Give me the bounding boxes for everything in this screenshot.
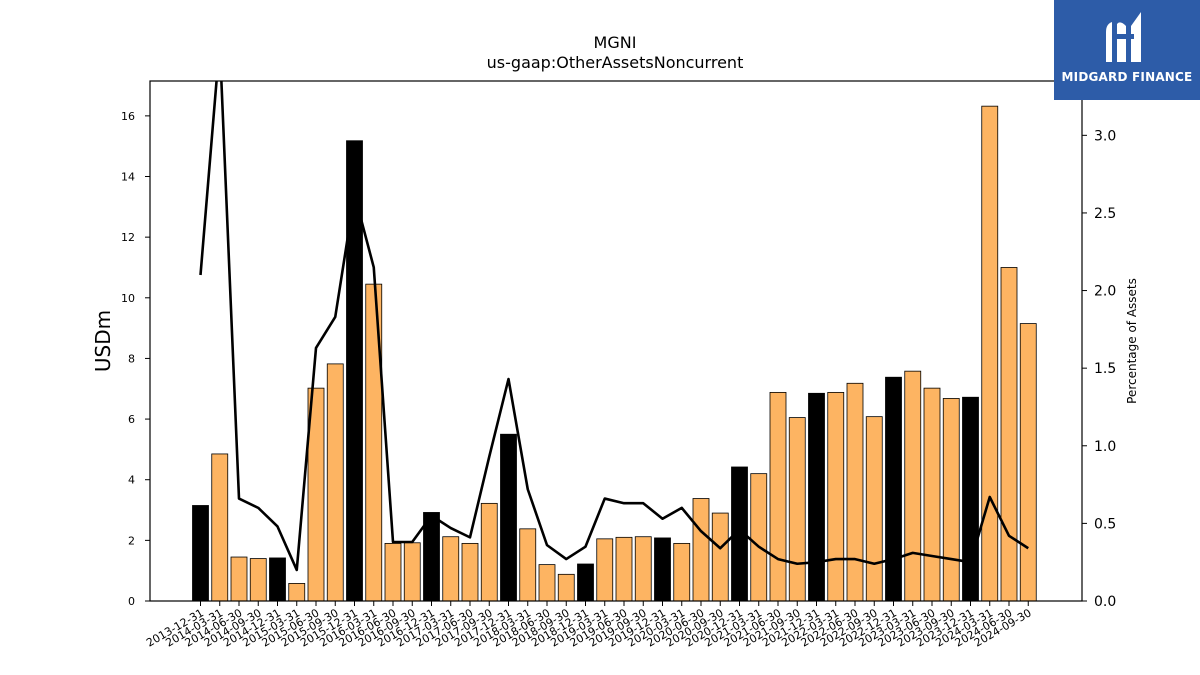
y2-tick-label: 2.0: [1094, 284, 1116, 300]
bar-2021-03-31: [750, 473, 768, 602]
bar-2014-03-31: [211, 453, 229, 602]
y-tick-label: 4: [128, 474, 135, 487]
y-tick-label: 2: [128, 534, 135, 547]
bar-2020-03-31: [673, 542, 691, 602]
y2-axis-label: Percentage of Assets: [1125, 278, 1139, 404]
bar-2021-09-30: [788, 417, 806, 602]
bar-2022-06-30: [846, 382, 864, 602]
y2-tick-label: 0.5: [1094, 516, 1116, 532]
right-axis-ticks: 0.0 0.5 1.0 1.5 2.0 2.5 3.0: [1082, 128, 1116, 610]
bar-2018-09-30: [557, 573, 575, 602]
y2-tick-label: 1.0: [1094, 439, 1116, 455]
bar-2023-06-30: [923, 387, 941, 602]
bar-2023-03-31: [904, 370, 922, 602]
bar-2019-03-31: [596, 538, 614, 602]
bar-2017-03-31: [442, 536, 460, 602]
bar-2017-12-31: [500, 433, 517, 602]
x-axis-ticks: 2013-12-312014-03-312014-06-302014-09-30…: [144, 601, 1034, 650]
y-tick-label: 10: [121, 292, 135, 305]
bar-2018-03-31: [519, 528, 537, 602]
y-tick-label: 8: [128, 352, 135, 365]
bar-2021-12-31: [808, 392, 825, 602]
brand-logo: MIDGARD FINANCE: [1054, 0, 1200, 100]
bar-2015-09-30: [326, 363, 344, 602]
y2-tick-label: 0.0: [1094, 594, 1116, 610]
logo-text: MIDGARD FINANCE: [1061, 70, 1193, 84]
bar-2018-12-31: [577, 563, 594, 602]
bar-2014-09-30: [249, 558, 267, 602]
y-axis-label: USDm: [91, 310, 115, 372]
bar-2015-12-31: [346, 140, 363, 602]
bar-2017-09-30: [480, 502, 498, 602]
left-axis-ticks: 0 2 4 6 8 10 12 14 16: [121, 110, 150, 608]
bar-2024-06-30: [1000, 267, 1018, 602]
bar-2021-06-30: [769, 391, 787, 602]
y-tick-label: 0: [128, 595, 135, 608]
plot-frame: [149, 80, 1083, 602]
bar-2016-09-30: [403, 542, 421, 602]
bar-2020-06-30: [692, 498, 710, 602]
y-tick-label: 6: [128, 413, 135, 426]
bar-2019-09-30: [634, 536, 652, 602]
bar-2015-03-31: [288, 583, 306, 602]
y2-tick-label: 1.5: [1094, 361, 1116, 377]
bar-2013-12-31: [192, 505, 209, 602]
chart-title: MGNI: [594, 33, 637, 52]
bar-2018-06-30: [538, 564, 556, 602]
percentage-line-path: [199, 81, 1029, 572]
bar-2024-09-30: [1019, 323, 1037, 602]
y2-tick-label: 2.5: [1094, 206, 1116, 222]
bar-2022-12-31: [885, 376, 902, 602]
chart-subtitle: us-gaap:OtherAssetsNoncurrent: [487, 53, 744, 72]
y-tick-label: 12: [121, 231, 135, 244]
percentage-line: [199, 81, 1029, 572]
bar-2014-12-31: [269, 557, 286, 602]
bar-2016-12-31: [423, 512, 440, 602]
bar-2017-06-30: [461, 542, 479, 602]
bar-2019-06-30: [615, 536, 633, 602]
bar-2014-06-30: [230, 556, 248, 602]
bar-2024-03-31: [981, 105, 999, 602]
bar-2020-09-30: [711, 512, 729, 602]
bar-2023-09-30: [942, 398, 960, 602]
bars: [192, 105, 1037, 602]
midgard-logo-icon: [1106, 12, 1141, 62]
bar-2019-12-31: [654, 537, 671, 602]
y-tick-label: 16: [121, 110, 135, 123]
bar-2023-12-31: [962, 396, 979, 602]
bar-2022-03-31: [827, 391, 845, 602]
bar-2016-06-30: [384, 542, 402, 602]
bar-2022-09-30: [865, 416, 883, 602]
y2-tick-label: 3.0: [1094, 128, 1116, 144]
y-tick-label: 14: [121, 171, 135, 184]
